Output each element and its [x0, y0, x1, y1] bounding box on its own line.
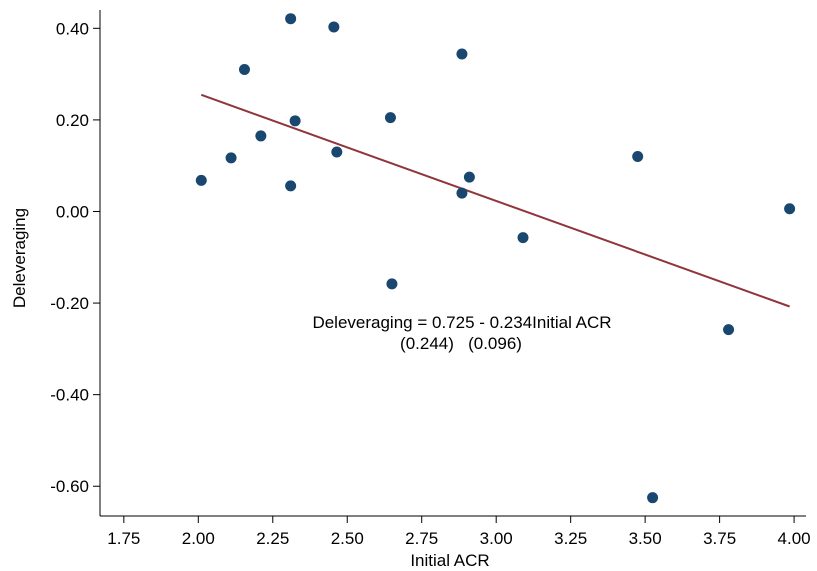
y-tick-label: -0.20	[50, 294, 89, 313]
x-tick-label: 2.50	[331, 529, 364, 548]
x-tick-label: 3.25	[554, 529, 587, 548]
data-point	[285, 13, 297, 25]
data-point	[384, 112, 396, 124]
data-point	[632, 151, 644, 163]
data-point	[456, 187, 468, 199]
x-tick-label: 2.75	[405, 529, 438, 548]
x-tick-label: 3.50	[629, 529, 662, 548]
data-point	[195, 174, 207, 186]
x-tick-label: 1.75	[107, 529, 140, 548]
data-point	[238, 64, 250, 76]
data-point	[517, 232, 529, 244]
x-tick-label: 2.00	[182, 529, 215, 548]
data-point	[456, 48, 468, 60]
y-axis: 0.40 0.20 0.00 -0.20 -0.40 -0.60	[50, 10, 101, 516]
data-point	[784, 203, 796, 215]
x-tick-label: 3.75	[703, 529, 736, 548]
x-tick-label: 4.00	[778, 529, 811, 548]
data-point	[463, 171, 475, 183]
x-axis: 1.75 2.00 2.25 2.50 2.75 3.00 3.25 3.50 3.75 4.00	[100, 515, 811, 548]
data-point	[647, 492, 659, 504]
data-point	[723, 324, 735, 336]
regression-std-errors: (0.244) (0.096)	[400, 334, 522, 353]
data-point	[285, 180, 297, 192]
y-tick-label: -0.60	[50, 477, 89, 496]
x-axis-title: Initial ACR	[410, 551, 489, 570]
data-point	[328, 21, 340, 33]
x-tick-label: 3.00	[480, 529, 513, 548]
y-tick-label: 0.20	[56, 111, 89, 130]
fitted-regression-line	[200, 93, 790, 308]
y-tick-label: 0.00	[56, 202, 89, 221]
regression-equation: Deleveraging = 0.725 - 0.234Initial ACR	[312, 313, 611, 332]
data-point	[289, 115, 301, 127]
y-tick-label: 0.40	[56, 19, 89, 38]
x-tick-label: 2.25	[256, 529, 289, 548]
data-point	[386, 278, 398, 290]
y-tick-label: -0.40	[50, 386, 89, 405]
data-point	[255, 130, 267, 142]
y-axis-title: Deleveraging	[10, 208, 29, 308]
data-point	[331, 146, 343, 158]
data-point	[225, 152, 237, 164]
